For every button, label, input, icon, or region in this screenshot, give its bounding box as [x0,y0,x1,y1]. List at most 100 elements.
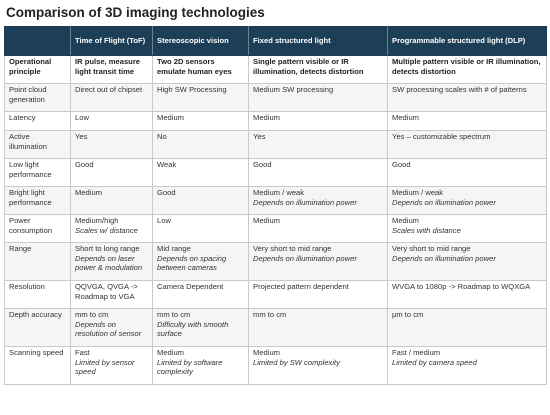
page-title: Comparison of 3D imaging technologies [6,5,265,20]
table-cell: Weak [152,158,249,187]
cell-value: Single pattern visible or IR illuminatio… [253,57,364,76]
table-cell: Mid range Depends on spacing between came… [152,242,249,281]
table-cell: Single pattern visible or IR illuminatio… [248,55,388,84]
cell-value: Good [392,160,411,169]
cell-value: Two 2D sensors emulate human eyes [157,57,232,76]
cell-value: Medium [392,113,420,122]
table-row: Range Short to long range Depends on laser… [4,242,547,281]
cell-note: Difficulty with smooth surface [157,319,229,339]
cell-value: Short to long range [75,244,140,253]
row-label: Operational principle [4,55,71,84]
table-cell: Medium / weak Depends on illumination pow… [248,186,388,215]
cell-note: Scales w/ distance [75,225,138,235]
cell-note: Depends on illumination power [253,197,357,207]
cell-value: Medium SW processing [253,85,334,94]
cell-value: Medium [253,216,281,225]
table-row: Active illumination Yes No Yes Yes – customi… [4,130,547,159]
table-row: Operational principle IR pulse, measure l… [4,55,547,84]
column-header-tof: Time of Flight (ToF) [70,26,153,56]
table-cell: Medium/high Scales w/ distance [70,214,153,243]
cell-value: Low [75,113,89,122]
table-cell: Medium Scales with distance [387,214,547,243]
table-cell: No [152,130,249,159]
cell-value: Direct out of chipset [75,85,143,94]
table-cell: Medium / weak Depends on illumination pow… [387,186,547,215]
table-cell: Medium Limited by software complexity [152,346,249,385]
table-body: Operational principle IR pulse, measure l… [4,55,547,385]
table-row: Bright light performance Medium Good Medium… [4,186,547,215]
cell-value: Yes [253,132,266,141]
row-label: Active illumination [4,130,71,159]
cell-value: Medium [157,113,185,122]
column-header-stereo: Stereoscopic vision [152,26,249,56]
table-cell: Good [387,158,547,187]
row-label: Point cloud generation [4,83,71,112]
cell-note: Scales with distance [392,225,461,235]
table-cell: μm to cm [387,308,547,347]
table-cell: Good [152,186,249,215]
table-row: Latency Low Medium Medium Medium [4,111,547,131]
table-cell: Medium [248,111,388,131]
cell-note: Depends on spacing between cameras [157,253,227,273]
table-cell: mm to cm Difficulty with smooth surface [152,308,249,347]
row-label: Range [4,242,71,281]
table-cell: Medium [152,111,249,131]
table-cell: Good [70,158,153,187]
cell-note: Depends on illumination power [392,197,496,207]
cell-value: Medium [392,216,420,225]
cell-value: Fast / medium [392,348,441,357]
row-label: Low light performance [4,158,71,187]
cell-value: Good [157,188,176,197]
cell-note: Depends on resolution of sensor [75,319,142,339]
table-cell: Low [152,214,249,243]
cell-value: Good [75,160,94,169]
row-label: Power consumption [4,214,71,243]
cell-value: Mid range [157,244,191,253]
cell-value: Very short to mid range [253,244,332,253]
table-cell: Short to long range Depends on laser powe… [70,242,153,281]
table-cell: Medium [70,186,153,215]
cell-value: Medium [253,348,281,357]
cell-value: Medium [75,188,103,197]
table-cell: Yes – customizable spectrum [387,130,547,159]
row-label: Bright light performance [4,186,71,215]
cell-note: Limited by camera speed [392,357,477,367]
table-cell: Medium [248,214,388,243]
table-cell: High SW Processing [152,83,249,112]
table-cell: Yes [70,130,153,159]
row-label: Scanning speed [4,346,71,385]
table-cell: SW processing scales with # of patterns [387,83,547,112]
cell-value: Fast [75,348,90,357]
table-cell: Very short to mid range Depends on illumi… [248,242,388,281]
cell-note: Depends on illumination power [253,253,357,263]
table-cell: Projected pattern dependent [248,280,388,309]
column-header-fixed-structured: Fixed structured light [248,26,388,56]
table-cell: mm to cm Depends on resolution of sensor [70,308,153,347]
cell-value: WVGA to 1080p -> Roadmap to WQXGA [392,282,531,291]
cell-note: Limited by software complexity [157,357,223,377]
table-cell: Low [70,111,153,131]
cell-note: Depends on laser power & modulation [75,253,143,273]
table-cell: Fast Limited by sensor speed [70,346,153,385]
cell-note: Limited by sensor speed [75,357,135,377]
cell-value: Weak [157,160,177,169]
table-cell: Direct out of chipset [70,83,153,112]
table-row: Depth accuracy mm to cm Depends on resolut… [4,308,547,347]
cell-value: Very short to mid range [392,244,471,253]
cell-value: No [157,132,167,141]
cell-value: Medium [157,348,185,357]
cell-value: mm to cm [253,310,287,319]
table-row: Scanning speed Fast Limited by sensor spee… [4,346,547,385]
table-cell: Medium SW processing [248,83,388,112]
row-label: Resolution [4,280,71,309]
table-cell: Two 2D sensors emulate human eyes [152,55,249,84]
table-row: Power consumption Medium/high Scales w/ di… [4,214,547,243]
cell-value: Yes – customizable spectrum [392,132,491,141]
table-cell: Very short to mid range Depends on illumi… [387,242,547,281]
cell-value: Medium / weak [392,188,444,197]
cell-value: QQVGA, QVGA -> Roadmap to VGA [75,282,138,301]
cell-value: Multiple pattern visible or IR illuminat… [392,57,541,76]
cell-value: Good [253,160,272,169]
table-row: Resolution QQVGA, QVGA -> Roadmap to VGA C… [4,280,547,309]
